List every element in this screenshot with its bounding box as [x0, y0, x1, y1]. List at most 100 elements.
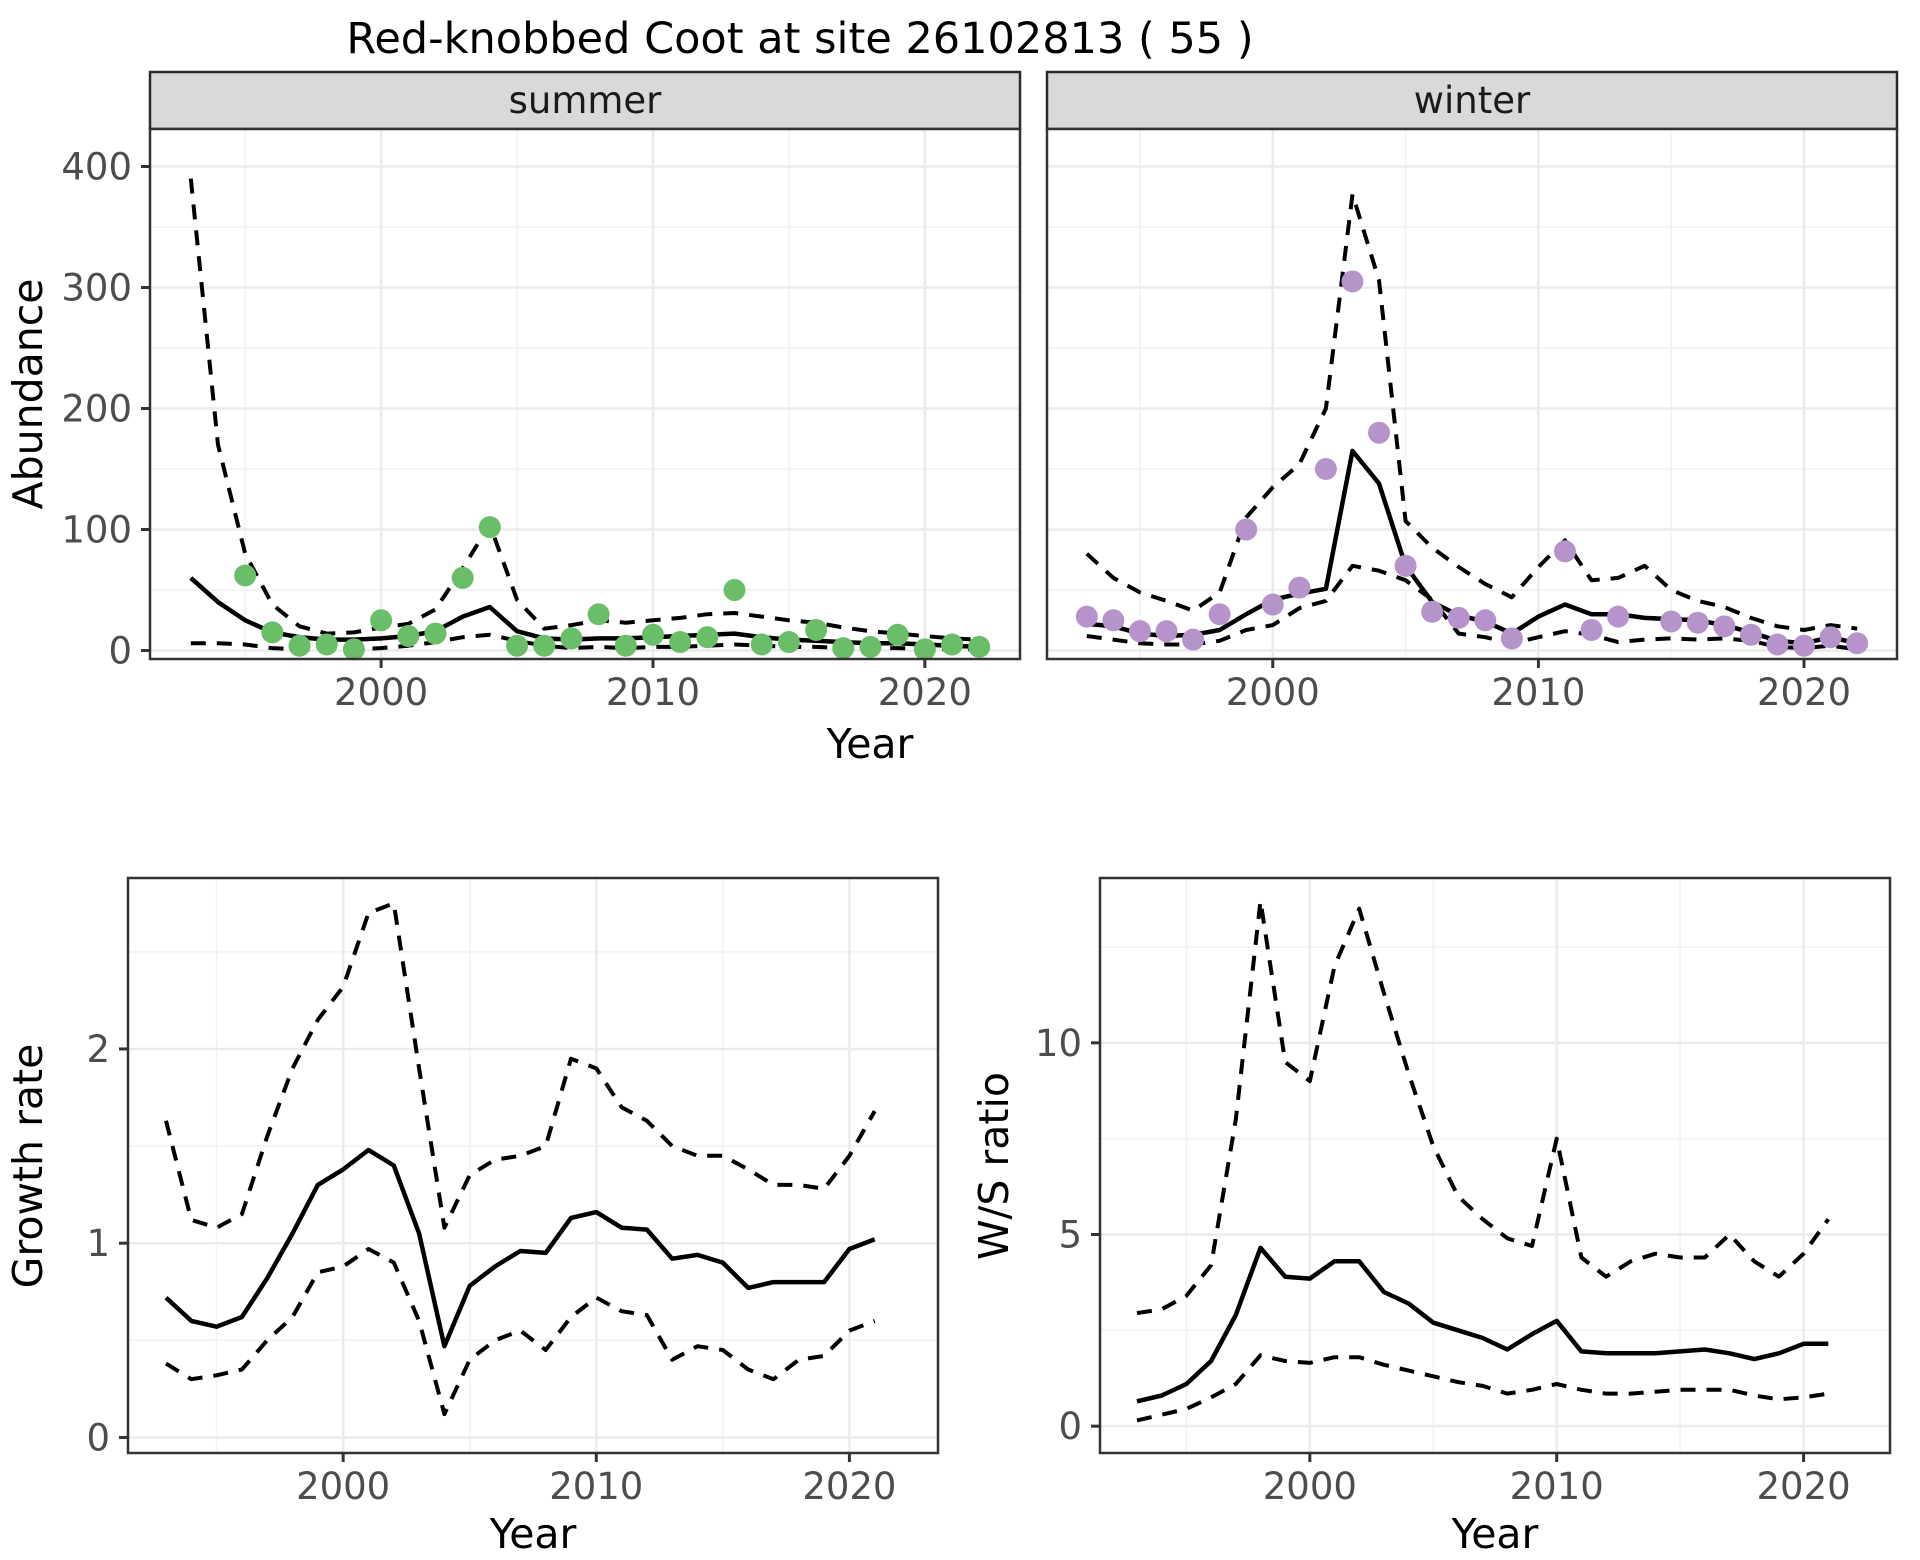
data-point: [859, 635, 882, 658]
x-tick-label: 2000: [1226, 671, 1320, 714]
panel-border: [126, 876, 940, 1455]
data-point: [1553, 540, 1576, 563]
facet-label-summer: summer: [509, 79, 663, 122]
data-point: [370, 609, 393, 632]
x-tick-label: 2020: [802, 1465, 896, 1508]
panel-border: [1098, 876, 1892, 1455]
y-tick-label: 1: [86, 1222, 110, 1265]
data-point: [1500, 627, 1523, 650]
data-point: [1607, 605, 1630, 628]
x-tick-label: 2010: [1510, 1465, 1604, 1508]
x-tick-label: 2000: [334, 671, 428, 714]
y-tick-label: 0: [86, 1416, 110, 1459]
data-point: [261, 621, 284, 644]
panel-ws-ratio: 2000 2010 2020 0 5 10: [1035, 876, 1892, 1508]
panel-background: [128, 878, 938, 1453]
data-point: [641, 623, 664, 646]
data-point: [1660, 610, 1683, 633]
plot-title: Red-knobbed Coot at site 26102813 ( 55 ): [346, 14, 1254, 64]
data-point: [1182, 628, 1205, 651]
data-point: [451, 566, 474, 589]
data-point: [1102, 609, 1125, 632]
panel-border: [148, 127, 1022, 661]
data-point: [1288, 576, 1311, 599]
x-tick-label: 2020: [878, 671, 972, 714]
facet-label-winter: winter: [1414, 79, 1531, 122]
x-tick-label: 2010: [1491, 671, 1585, 714]
data-point: [506, 634, 529, 657]
data-point: [1447, 606, 1470, 629]
data-point: [696, 626, 719, 649]
panel-summer: 2000 2010 2020 0 100 200 300 400: [61, 127, 1022, 714]
y-axis-title-growth-rate: Growth rate: [4, 1044, 52, 1289]
panel-background: [150, 129, 1020, 659]
data-point: [288, 634, 311, 657]
data-point: [886, 623, 909, 646]
y-tick-label: 400: [61, 146, 132, 189]
y-tick-label: 0: [108, 630, 132, 673]
facet-strip-summer: [148, 70, 1022, 131]
data-point: [560, 627, 583, 650]
x-axis-title-year-bottom-left: Year: [489, 1510, 577, 1558]
x-tick-label: 2010: [606, 671, 700, 714]
x-tick-label: 2000: [296, 1465, 390, 1508]
y-axis-title-ws-ratio: W/S ratio: [970, 1072, 1018, 1260]
data-point: [1235, 518, 1258, 541]
y-tick-label: 2: [86, 1028, 110, 1071]
confidence-line: [188, 178, 980, 642]
y-tick-label: 200: [61, 388, 132, 431]
confidence-line: [164, 1247, 876, 1417]
facet-strip-winter: [1045, 70, 1899, 131]
data-point: [315, 633, 338, 656]
data-point: [1819, 626, 1842, 649]
data-point: [397, 625, 420, 648]
panel-winter: 2000 2010 2020: [1045, 127, 1899, 714]
data-point: [1766, 633, 1789, 656]
data-point: [424, 622, 447, 645]
data-point: [1128, 620, 1151, 643]
data-point: [669, 631, 692, 654]
data-point: [968, 635, 991, 658]
panel-background: [1100, 878, 1890, 1453]
x-tick-label: 2020: [1757, 1465, 1851, 1508]
fit-line: [1136, 1245, 1829, 1404]
data-point: [832, 637, 855, 660]
y-axis-title-abundance: Abundance: [4, 279, 52, 510]
data-point: [1261, 593, 1284, 616]
data-point: [1580, 618, 1603, 641]
confidence-line: [164, 901, 877, 1230]
y-tick-label: 0: [1058, 1405, 1082, 1448]
fit-line: [164, 1147, 876, 1349]
data-point: [342, 638, 365, 661]
data-point: [587, 603, 610, 626]
confidence-line: [1136, 899, 1830, 1316]
data-point: [1075, 605, 1098, 628]
data-point: [533, 634, 556, 657]
y-tick-label: 5: [1058, 1214, 1082, 1257]
x-axis-title-year-top: Year: [826, 720, 914, 768]
y-tick-label: 300: [61, 267, 132, 310]
data-point: [614, 634, 637, 657]
data-point: [1208, 603, 1231, 626]
x-axis-title-year-bottom-right: Year: [1451, 1510, 1539, 1558]
y-tick-label: 100: [61, 509, 132, 552]
data-point: [1341, 270, 1364, 293]
data-point: [723, 579, 746, 602]
data-point: [1474, 609, 1497, 632]
y-tick-label: 10: [1035, 1022, 1082, 1065]
data-point: [1739, 623, 1762, 646]
data-point: [1394, 554, 1417, 577]
confidence-line: [1085, 192, 1858, 632]
data-point: [478, 516, 501, 539]
data-point: [1686, 611, 1709, 634]
data-point: [1155, 620, 1178, 643]
data-point: [1846, 632, 1869, 655]
data-point: [805, 618, 828, 641]
data-point: [1793, 634, 1816, 657]
data-point: [234, 564, 257, 587]
x-tick-label: 2020: [1757, 671, 1851, 714]
data-point: [913, 638, 936, 661]
data-point: [750, 633, 773, 656]
